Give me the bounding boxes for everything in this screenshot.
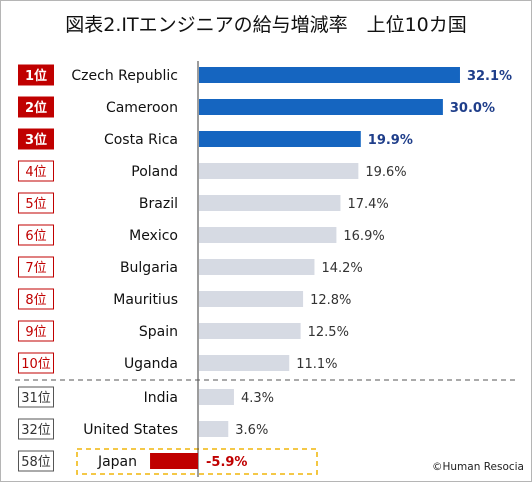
value-label: 19.6% [365,165,406,180]
category-label: Poland [131,164,178,180]
rank-label: 7位 [25,261,46,276]
highlight-box [76,448,318,475]
bar [150,453,198,469]
rank-badge [18,320,54,342]
rank-label: 10位 [21,357,51,372]
bar [199,421,229,437]
category-label: Cameroon [106,100,178,116]
rank-label: 58位 [21,455,51,470]
value-label: 19.9% [368,133,413,148]
copyright-credit: ©Human Resocia [431,461,524,473]
rank-label: 4位 [25,165,46,180]
value-label: 32.1% [467,69,512,84]
rank-label: 9位 [25,325,46,340]
category-label: Mauritius [113,292,178,308]
bar [199,291,304,307]
bar [199,259,315,275]
rank-badge [18,256,54,278]
rank-badge [18,450,54,472]
value-label: 14.2% [321,261,362,276]
rank-badge [18,352,54,374]
value-label: 3.6% [235,423,268,438]
bar [199,323,301,339]
bar [199,163,359,179]
value-label: 16.9% [343,229,384,244]
bar [199,195,341,211]
value-label: 17.4% [347,197,388,212]
category-label: Uganda [124,356,178,372]
bar [199,355,290,371]
rank-label: 5位 [25,197,46,212]
bar [199,131,361,147]
category-label: Spain [139,324,178,340]
value-label: 30.0% [450,101,495,116]
bar [199,99,443,115]
category-label: India [144,390,178,406]
rank-label: 6位 [25,229,46,244]
rank-badge [18,386,54,408]
value-label: 12.8% [310,293,351,308]
category-label: Mexico [129,228,178,244]
rank-label: 32位 [21,423,51,438]
bar [199,227,337,243]
value-label: 4.3% [241,391,274,406]
category-label: United States [83,422,178,438]
value-label: 12.5% [308,325,349,340]
category-label: Japan [97,454,137,470]
rank-label: 3位 [25,132,47,148]
rank-badge [18,224,54,246]
chart-title: 図表2.ITエンジニアの給与増減率 上位10カ国 [65,14,467,36]
rank-badge [18,128,54,150]
rank-label: 8位 [25,293,46,308]
category-label: Bulgaria [120,260,178,276]
rank-badge [18,64,54,86]
category-label: Czech Republic [71,68,178,84]
rank-badge [18,418,54,440]
rank-badge [18,96,54,118]
rank-label: 1位 [25,68,47,84]
category-label: Brazil [139,196,178,212]
rank-badge [18,288,54,310]
rank-badge [18,160,54,182]
value-label: 11.1% [296,357,337,372]
value-label: -5.9% [206,455,247,470]
rank-badge [18,192,54,214]
bar [199,67,460,83]
category-label: Costa Rica [104,132,178,148]
bar [199,389,234,405]
rank-label: 31位 [21,391,51,406]
rank-label: 2位 [25,100,47,116]
